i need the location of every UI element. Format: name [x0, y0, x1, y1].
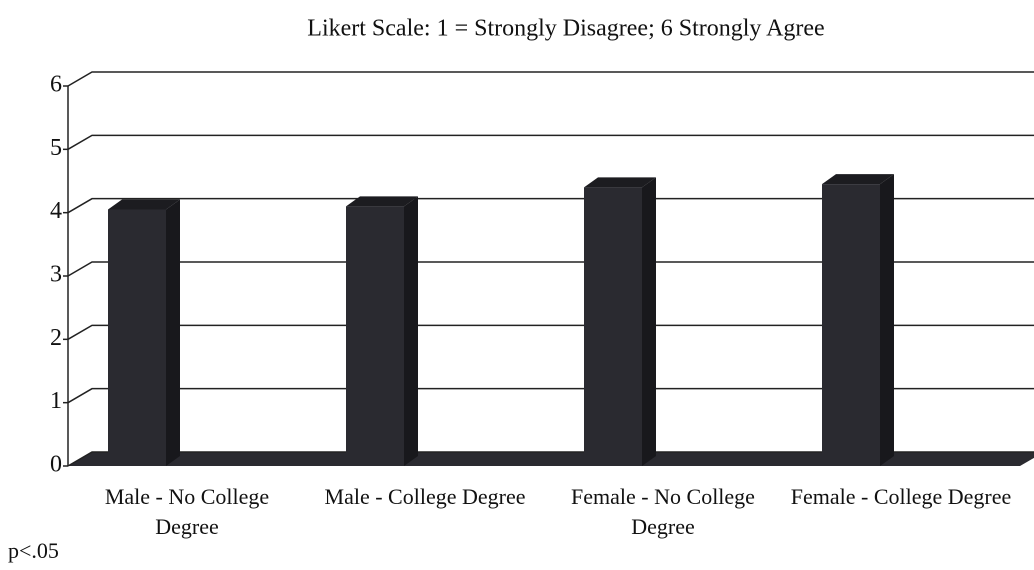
bar	[822, 174, 894, 466]
x-tick-label: Male - College Degree	[324, 484, 526, 509]
y-tick-label: 4	[50, 198, 62, 224]
grid-line	[67, 134, 1034, 150]
bar	[346, 196, 418, 467]
grid-line	[67, 261, 1034, 277]
grid-line	[67, 71, 1034, 87]
bar-face	[108, 209, 166, 466]
bar-face	[584, 177, 656, 188]
bar-face	[404, 196, 418, 467]
bar-face	[822, 184, 880, 466]
grid-line	[67, 451, 1034, 467]
bar	[584, 177, 656, 467]
floor	[68, 452, 1034, 466]
grid-line	[67, 324, 1034, 340]
note: p<.05	[8, 538, 59, 563]
y-tick-label: 1	[50, 388, 62, 414]
bar-face	[108, 199, 180, 210]
x-tick-label: Male - No College Degree	[104, 484, 270, 539]
y-tick-label: 0	[50, 452, 62, 478]
x-tick-label: Female - College Degree	[790, 484, 1012, 509]
grid-line	[67, 197, 1034, 214]
bar-face	[880, 174, 894, 466]
bar-face	[346, 196, 418, 207]
y-tick-label: 6	[50, 72, 62, 98]
bar-face	[642, 177, 656, 467]
y-tick-label: 3	[50, 262, 62, 288]
bar-face	[822, 174, 894, 185]
bar	[108, 199, 180, 466]
bar-face	[166, 199, 180, 466]
grid-line	[67, 387, 1034, 404]
y-tick-label: 5	[50, 135, 62, 161]
bar-face	[584, 187, 642, 467]
bar-face	[346, 206, 404, 467]
x-tick-label: Female - No College Degree	[571, 484, 755, 539]
y-tick-label: 2	[50, 325, 62, 351]
chart-title: Likert Scale: 1 = Strongly Disagree; 6 S…	[307, 16, 824, 42]
